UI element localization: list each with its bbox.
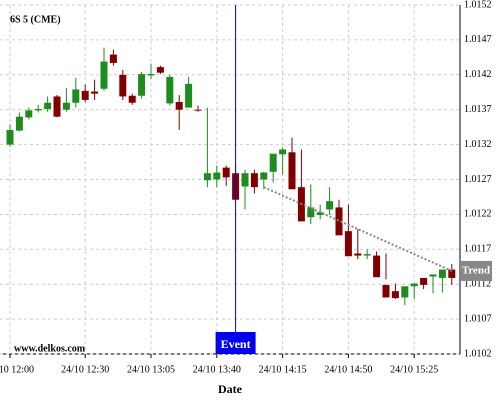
candle-body <box>34 109 42 111</box>
x-tick-label: 24/10 13:05 <box>127 364 175 375</box>
candle-body <box>100 61 108 89</box>
trend-tag <box>460 260 492 281</box>
candle-body <box>166 76 174 104</box>
x-tick-label: 24/10 12:30 <box>61 364 109 375</box>
y-tick-label: 1.0142 <box>464 69 492 80</box>
x-tick-label: 24/10 15:25 <box>390 364 438 375</box>
y-tick-label: 1.0127 <box>464 174 492 185</box>
candle-body <box>448 269 456 278</box>
y-tick-label: 1.0117 <box>464 244 491 255</box>
candle-body <box>6 129 14 145</box>
trend-label: Trend <box>462 264 490 276</box>
candle-body <box>44 102 52 110</box>
y-tick-label: 1.0152 <box>464 0 492 10</box>
y-tick-label: 1.0102 <box>464 348 492 359</box>
chart-title: 6S 5 (CME) <box>10 14 61 25</box>
candle-body <box>119 74 127 97</box>
candle-body <box>354 253 362 256</box>
candle-body <box>288 152 296 190</box>
candle-body <box>222 167 230 178</box>
candle-body <box>250 173 258 188</box>
candle-body <box>128 95 136 103</box>
candle-body <box>213 172 221 180</box>
candle-body <box>335 207 343 236</box>
y-tick-label: 1.0132 <box>464 139 492 150</box>
x-tick-label: 24/10 14:15 <box>259 364 307 375</box>
candle-body <box>185 83 193 108</box>
x-axis-title: Date <box>218 382 243 396</box>
candle-body <box>91 91 99 94</box>
candle-body <box>307 207 315 218</box>
y-tick-label: 1.0112 <box>464 278 491 289</box>
event-tag <box>215 332 256 354</box>
y-tick-label: 1.0147 <box>464 34 492 45</box>
candle-body <box>279 149 287 155</box>
candle-body <box>241 173 249 187</box>
candle-body <box>363 254 371 256</box>
candle-body <box>72 89 80 103</box>
candle-body <box>194 109 202 111</box>
candle-body <box>147 74 155 76</box>
candle-body <box>269 153 277 172</box>
candle-body <box>373 255 381 278</box>
candle-body <box>420 277 428 285</box>
source-label: www.delkos.com <box>14 343 86 354</box>
candle-body <box>25 110 33 118</box>
y-tick-label: 1.0137 <box>464 104 492 115</box>
candle-body <box>53 96 61 117</box>
candle-body <box>391 291 399 299</box>
candle-body <box>260 172 268 180</box>
candle-body <box>410 283 418 287</box>
candle-body <box>156 67 164 73</box>
y-tick-label: 1.0107 <box>464 313 492 324</box>
candle-body <box>382 284 390 298</box>
candle-body <box>316 212 324 216</box>
candle-body <box>175 102 183 110</box>
candle-body <box>429 274 437 277</box>
candle-body <box>138 74 146 96</box>
candle-body <box>15 116 23 131</box>
x-tick-label: 24/10 13:40 <box>193 364 241 375</box>
x-tick-label: 24/10 12:00 <box>0 364 34 375</box>
candle-body <box>344 231 352 257</box>
candle-body <box>203 173 211 181</box>
y-tick-label: 1.0122 <box>464 209 492 220</box>
candle-body <box>81 90 89 100</box>
candle-body <box>438 269 446 278</box>
candle-body <box>62 102 70 110</box>
event-label: Event <box>221 337 251 351</box>
candle-body <box>109 54 117 63</box>
x-tick-label: 24/10 14:50 <box>324 364 372 375</box>
candle-body <box>326 201 334 210</box>
candle-body <box>401 286 409 298</box>
